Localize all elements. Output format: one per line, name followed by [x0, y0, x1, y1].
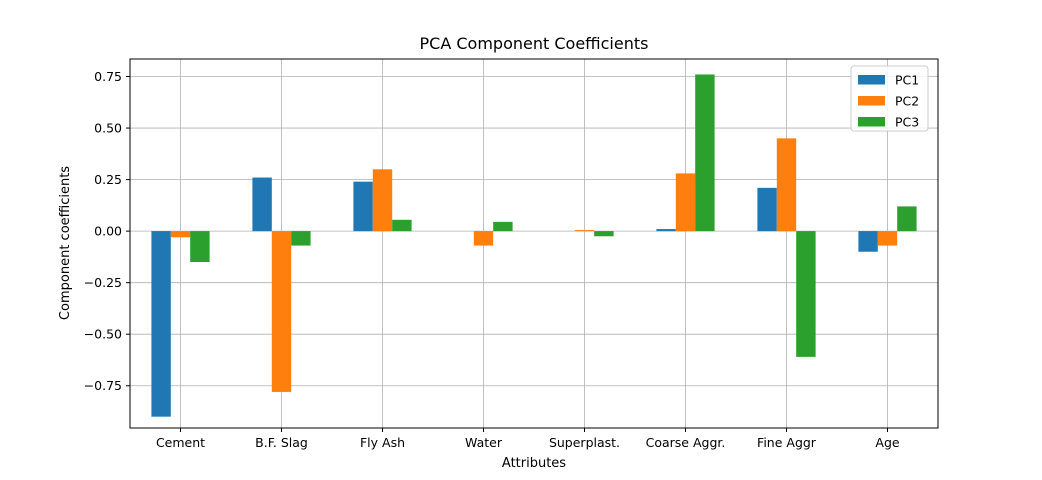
bar-pc2-1	[271, 231, 292, 392]
legend-swatch-pc2	[858, 96, 885, 106]
bar-pc1-7	[858, 231, 878, 252]
bar-pc2-0	[170, 231, 191, 238]
bars	[151, 74, 917, 417]
legend-swatch-pc3	[858, 117, 885, 127]
bar-pc2-4	[574, 230, 595, 232]
chart-title: PCA Component Coefficients	[420, 34, 649, 53]
x-tick-label: Water	[465, 435, 503, 450]
y-tick-label: 0.50	[94, 121, 122, 136]
x-tick-label: Fine Aggr	[757, 435, 817, 450]
bar-pc2-3	[473, 231, 494, 246]
plot-frame	[129, 58, 939, 429]
y-tick-label: 0.75	[94, 69, 122, 84]
y-tick-label: −0.50	[84, 327, 122, 342]
bar-pc3-2	[392, 219, 412, 232]
x-tick-label: Fly Ash	[360, 435, 405, 450]
bar-pc1-6	[757, 187, 777, 232]
bar-pc1-0	[151, 231, 171, 417]
axes: −0.75 −0.50 −0.25 0.00 0.25 0.50 0.75 Cement B.F…	[84, 58, 939, 450]
bar-pc3-1	[291, 231, 311, 246]
bar-pc3-5	[695, 74, 715, 232]
y-tick-label: 0.25	[94, 172, 122, 187]
bar-pc2-5	[675, 173, 696, 232]
bar-pc3-0	[190, 231, 210, 263]
x-axis-label: Attributes	[502, 456, 566, 471]
bar-pc1-5	[656, 229, 676, 232]
y-axis-label: Component coefficients	[58, 166, 73, 320]
bar-pc2-7	[877, 231, 898, 246]
x-tick-label: Cement	[156, 435, 205, 450]
legend: PC1 PC2 PC3	[850, 65, 929, 132]
x-tick-label: Coarse Aggr.	[646, 435, 726, 450]
legend-label-pc1: PC1	[895, 73, 919, 88]
x-tick-label: Age	[875, 435, 899, 450]
bar-pc3-6	[796, 231, 816, 357]
y-tick-label: 0.00	[94, 224, 122, 239]
y-tick-label: −0.75	[84, 378, 122, 393]
legend-label-pc3: PC3	[895, 115, 919, 130]
bar-pc3-4	[594, 231, 614, 237]
bar-pc2-6	[776, 138, 797, 232]
legend-label-pc2: PC2	[895, 94, 919, 109]
bar-pc3-3	[493, 221, 513, 232]
x-tick-label: Superplast.	[549, 435, 620, 450]
bar-pc1-1	[252, 177, 272, 232]
bar-pc3-7	[897, 206, 917, 232]
grid-lines	[130, 59, 938, 428]
bar-pc1-2	[353, 181, 373, 232]
x-tick-label: B.F. Slag	[255, 435, 308, 450]
bar-pc2-2	[372, 169, 393, 232]
legend-swatch-pc1	[858, 75, 885, 85]
y-tick-label: −0.25	[84, 275, 122, 290]
